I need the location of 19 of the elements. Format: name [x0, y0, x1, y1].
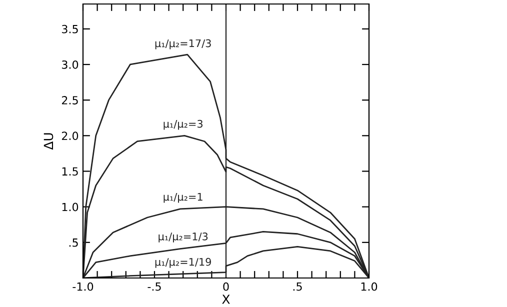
series-label: μ₁/μ₂=3 — [164, 120, 202, 130]
y-tick-label: 3.5 — [62, 24, 78, 34]
y-tick-label: 2.0 — [62, 132, 78, 140]
series-label: μ₁/μ₂=1/3 — [158, 232, 208, 242]
x-tick-label: 0 — [223, 282, 229, 291]
y-tick-label: 3.0 — [62, 60, 78, 69]
x-tick-label: -.5 — [148, 282, 161, 291]
series-label: μ₁/μ₂=1/19 — [155, 258, 211, 268]
y-tick-label: 1.0 — [62, 202, 78, 212]
series-label: μ₁/μ₂=17/3 — [155, 39, 211, 50]
y-tick-label: 1.5 — [62, 167, 78, 176]
y-tick-label: 2.5 — [62, 96, 78, 104]
y-tick-label: .5 — [69, 238, 78, 247]
y-axis-title: ΔU — [44, 133, 54, 150]
series-label: μ₁/μ₂=1 — [164, 193, 202, 203]
x-tick-label: 1.0 — [361, 282, 378, 291]
x-axis-title: X — [222, 294, 230, 304]
x-tick-label: .5 — [293, 282, 302, 291]
x-tick-label: -1.0 — [72, 282, 94, 291]
